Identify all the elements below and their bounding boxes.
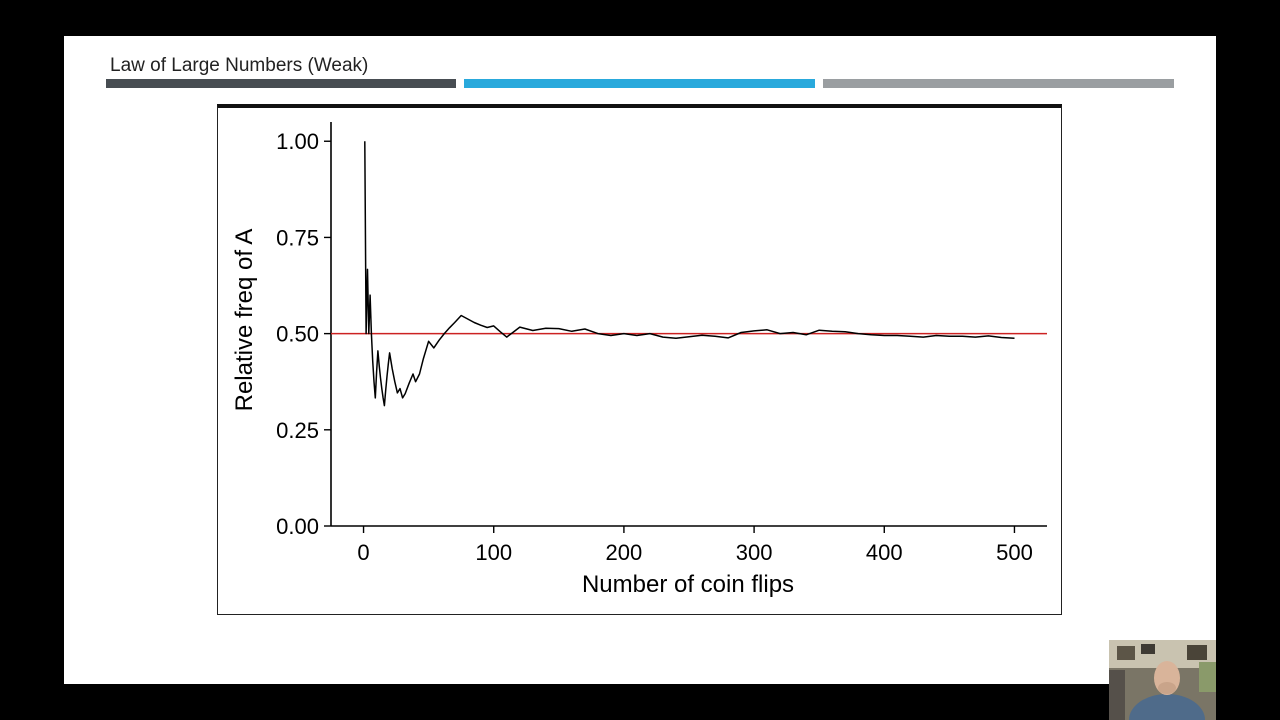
axes: [330, 122, 1047, 527]
accent-bar-dark: [106, 79, 456, 88]
x-tick-label: 0: [357, 540, 369, 565]
y-ticks: 0.00 0.25 0.50 0.75 1.00: [276, 129, 331, 539]
line-chart: 0.00 0.25 0.50 0.75 1.00 0 100 200 300 400 500 Nu…: [231, 122, 1047, 598]
slide-title: Law of Large Numbers (Weak): [110, 55, 369, 76]
webcam-video: [1109, 640, 1216, 720]
y-tick-label: 0.25: [276, 418, 319, 443]
x-tick-label: 400: [866, 540, 903, 565]
x-tick-label: 300: [736, 540, 773, 565]
accent-bar-blue: [464, 79, 815, 88]
x-tick-label: 200: [606, 540, 643, 565]
y-axis-label: Relative freq of A: [231, 229, 258, 412]
y-tick-label: 1.00: [276, 129, 319, 154]
x-ticks: 0 100 200 300 400 500: [357, 526, 1033, 565]
x-tick-label: 100: [475, 540, 512, 565]
y-tick-label: 0.75: [276, 225, 319, 250]
series-line: [364, 141, 1015, 407]
y-tick-label: 0.50: [276, 322, 319, 347]
chart-frame: 0.00 0.25 0.50 0.75 1.00 0 100 200 300 400 500 Nu…: [217, 104, 1062, 615]
accent-bar-gray: [823, 79, 1174, 88]
x-tick-label: 500: [996, 540, 1033, 565]
x-axis-label: Number of coin flips: [582, 571, 794, 598]
slide: Law of Large Numbers (Weak) 0.00 0.25 0.50…: [64, 36, 1216, 684]
y-tick-label: 0.00: [276, 514, 319, 539]
